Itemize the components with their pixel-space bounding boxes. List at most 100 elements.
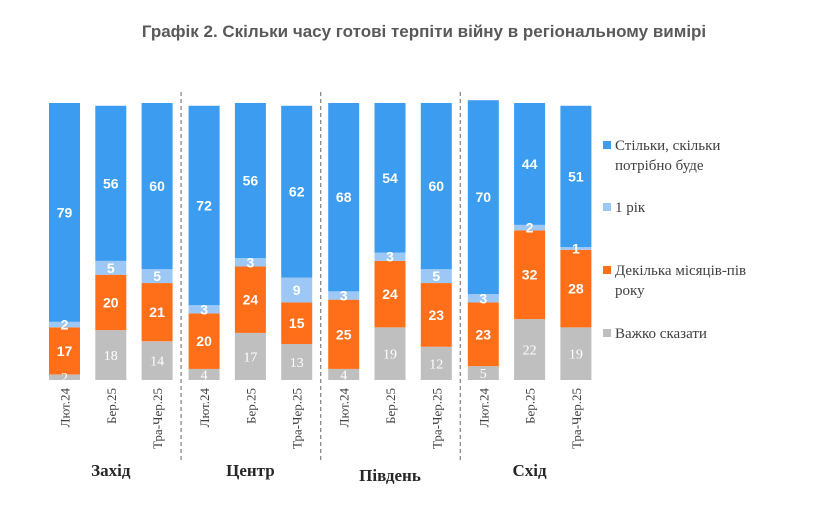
bar-segment [281, 105, 313, 278]
data-label: 60 [429, 178, 445, 194]
bar-segment [49, 321, 80, 328]
bar-segment [49, 327, 80, 375]
data-label: 17 [57, 343, 73, 359]
bar-segment [141, 103, 173, 270]
data-label: 25 [336, 326, 352, 342]
data-label: 54 [382, 170, 398, 186]
x-tick-label: Лют.24 [197, 388, 212, 428]
bar-segment [95, 274, 127, 331]
bar-segment [95, 105, 127, 261]
bar-segment [188, 313, 220, 369]
data-label: 19 [569, 348, 583, 363]
data-label: 5 [480, 367, 487, 382]
data-label: 5 [432, 268, 440, 284]
group-label: Південь [359, 466, 421, 485]
data-label: 15 [289, 315, 305, 331]
data-label: 28 [568, 281, 584, 297]
data-label: 23 [476, 326, 492, 342]
data-label: 32 [522, 267, 538, 283]
group-label: Центр [226, 461, 275, 480]
data-label: 3 [200, 301, 208, 317]
legend: Стільки, скільки потрібно буде 1 рік Декіль… [603, 138, 746, 342]
bar-segment [514, 103, 546, 225]
bar-segment [560, 327, 592, 380]
x-tick-label: Тра-Чер.25 [569, 388, 584, 449]
legend-label: потрібно буде [615, 158, 704, 174]
group-labels: Захід Центр Південь Схід [91, 461, 547, 485]
group-label: Схід [513, 461, 548, 480]
bar-segment [234, 103, 266, 259]
bar-segment [328, 299, 360, 369]
bar-segment [95, 330, 127, 380]
legend-swatch [603, 141, 611, 149]
x-tick-label: Лют.24 [476, 388, 491, 428]
data-label: 20 [196, 333, 212, 349]
data-label: 17 [243, 350, 257, 365]
data-label: 56 [243, 173, 259, 189]
data-label: 5 [107, 260, 115, 276]
data-label: 79 [57, 204, 73, 220]
legend-label: Стільки, скільки [615, 138, 720, 154]
data-label: 22 [523, 344, 537, 359]
x-tick-label: Тра-Чер.25 [429, 388, 444, 449]
bar-segment [328, 291, 360, 300]
data-label: 60 [149, 178, 165, 194]
x-tick-label: Лют.24 [337, 388, 352, 428]
data-label: 21 [149, 304, 165, 320]
bar-segment [514, 224, 546, 231]
data-label: 51 [568, 168, 584, 184]
data-label: 4 [340, 368, 347, 383]
x-tick-label: Бер.25 [383, 388, 398, 424]
data-label: 2 [61, 317, 69, 333]
x-tick-label: Тра-Чер.25 [290, 388, 305, 449]
bar-segment [141, 283, 173, 342]
bar-segment [467, 302, 499, 367]
data-label: 23 [429, 307, 445, 323]
bar-segment [374, 327, 406, 380]
legend-swatch [603, 203, 611, 211]
x-tick-label: Бер.25 [243, 388, 258, 424]
bar-segment [374, 252, 406, 261]
data-label: 62 [289, 184, 305, 200]
legend-label: Декілька місяців-пів [615, 263, 746, 279]
data-label: 14 [150, 355, 164, 370]
bar-segment [141, 269, 173, 284]
legend-label: Важко сказати [615, 326, 707, 342]
x-tick-label: Бер.25 [523, 388, 538, 424]
data-label: 20 [103, 294, 119, 310]
data-label: 72 [196, 197, 212, 213]
legend-swatch [603, 266, 611, 274]
x-tick-labels: Лют.24 Бер.25 Тра-Чер.25 Лют.24 Бер.25 Тра-Че… [58, 388, 584, 450]
bar-segment [560, 247, 592, 250]
data-label: 18 [104, 349, 118, 364]
bar-segment [234, 258, 266, 267]
data-label: 19 [383, 348, 397, 363]
bar-segment [281, 343, 313, 380]
bar-segment [467, 366, 499, 380]
bar-segment [328, 368, 360, 380]
data-label: 3 [479, 290, 487, 306]
data-label: 5 [153, 268, 161, 284]
bar-segment [95, 260, 127, 275]
data-label: 4 [201, 368, 208, 383]
legend-swatch [603, 329, 611, 337]
data-label: 24 [382, 286, 398, 302]
bar-segment [514, 230, 546, 320]
bar-segment [514, 319, 546, 380]
data-label: 3 [247, 254, 255, 270]
bar-segment [420, 346, 452, 380]
bar-segment [188, 368, 220, 380]
bars-layer [49, 100, 592, 380]
data-label: 13 [290, 356, 304, 371]
data-label: 68 [336, 189, 352, 205]
data-label: 2 [61, 371, 68, 386]
legend-label: року [615, 283, 645, 299]
data-label: 24 [243, 292, 259, 308]
bar-segment [234, 332, 266, 380]
bar-segment [49, 374, 80, 380]
chart-title: Графік 2. Скільки часу готові терпіти ві… [142, 22, 706, 41]
bar-segment [420, 283, 452, 347]
bar-segment [188, 105, 220, 306]
bar-segment [234, 266, 266, 333]
data-label: 12 [429, 357, 443, 372]
